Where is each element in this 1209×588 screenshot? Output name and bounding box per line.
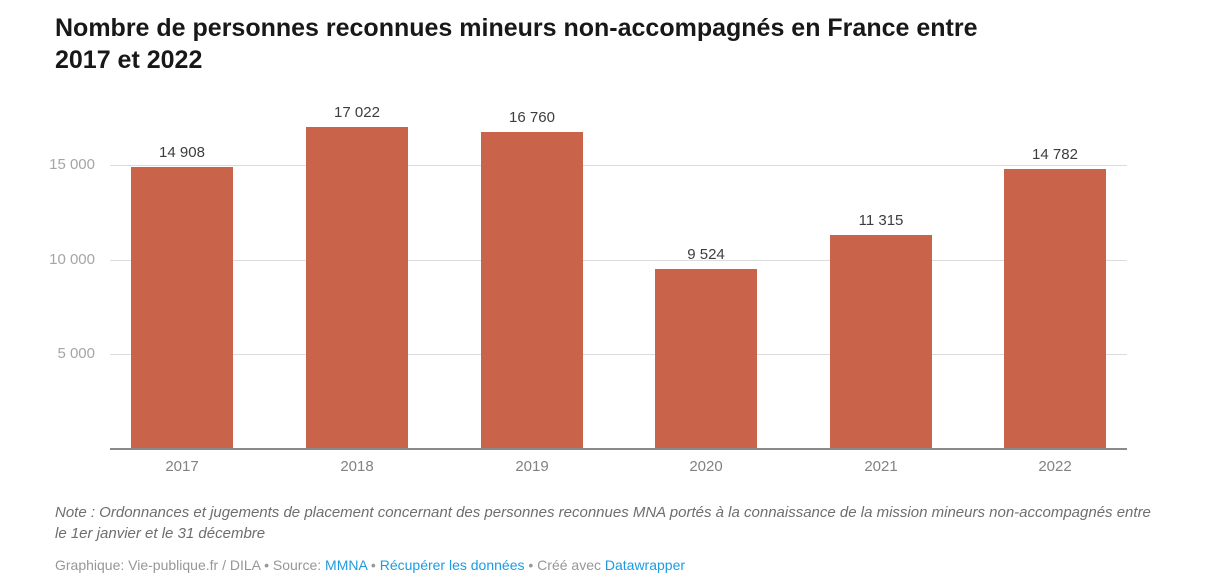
chart-byline: Graphique: Vie-publique.fr / DILA • Sour… xyxy=(55,557,1175,573)
bar-2017[interactable] xyxy=(131,167,233,449)
created-with-text: Créé avec xyxy=(537,557,601,573)
chart-title-line-1: Nombre de personnes reconnues mineurs no… xyxy=(55,14,978,42)
bar-2022[interactable] xyxy=(1004,169,1106,449)
y-axis-label-5000: 5 000 xyxy=(57,345,95,362)
x-axis-label-2019: 2019 xyxy=(515,458,549,475)
bar-value-label-2020: 9 524 xyxy=(687,246,725,263)
x-axis-label-2022: 2022 xyxy=(1038,458,1072,475)
x-axis-label-2020: 2020 xyxy=(689,458,723,475)
x-axis-label-2018: 2018 xyxy=(340,458,374,475)
datawrapper-link[interactable]: Datawrapper xyxy=(604,557,686,573)
y-gridline-5000 xyxy=(110,354,1127,355)
bar-2018[interactable] xyxy=(306,127,408,449)
y-gridline-15000 xyxy=(110,165,1127,166)
x-axis-label-2021: 2021 xyxy=(864,458,898,475)
source-label: Source: xyxy=(272,557,322,573)
bar-2020[interactable] xyxy=(655,269,757,449)
chart-title: Nombre de personnes reconnues mineurs no… xyxy=(55,12,977,76)
bar-value-label-2022: 14 782 xyxy=(1032,146,1078,163)
y-axis-label-10000: 10 000 xyxy=(49,251,95,268)
bar-value-label-2021: 11 315 xyxy=(858,212,904,229)
bar-value-label-2019: 16 760 xyxy=(509,109,555,126)
byline-separator: • xyxy=(528,557,534,573)
x-axis-label-2017: 2017 xyxy=(165,458,199,475)
y-axis-label-15000: 15 000 xyxy=(49,156,95,173)
x-axis-line xyxy=(110,448,1127,450)
byline-separator: • xyxy=(264,557,269,573)
source-link[interactable]: MMNA xyxy=(325,557,368,573)
bar-2019[interactable] xyxy=(481,132,583,449)
chart-title-line-2: 2017 et 2022 xyxy=(55,46,203,74)
bar-value-label-2018: 17 022 xyxy=(334,104,380,121)
bar-2021[interactable] xyxy=(830,235,932,449)
bar-value-label-2017: 14 908 xyxy=(159,144,205,161)
y-gridline-10000 xyxy=(110,260,1127,261)
byline-credit-text: Graphique: Vie-publique.fr / DILA xyxy=(55,557,261,573)
byline-separator: • xyxy=(370,557,376,573)
get-data-link[interactable]: Récupérer les données xyxy=(379,557,525,573)
chart-note: Note : Ordonnances et jugements de place… xyxy=(55,504,1151,542)
